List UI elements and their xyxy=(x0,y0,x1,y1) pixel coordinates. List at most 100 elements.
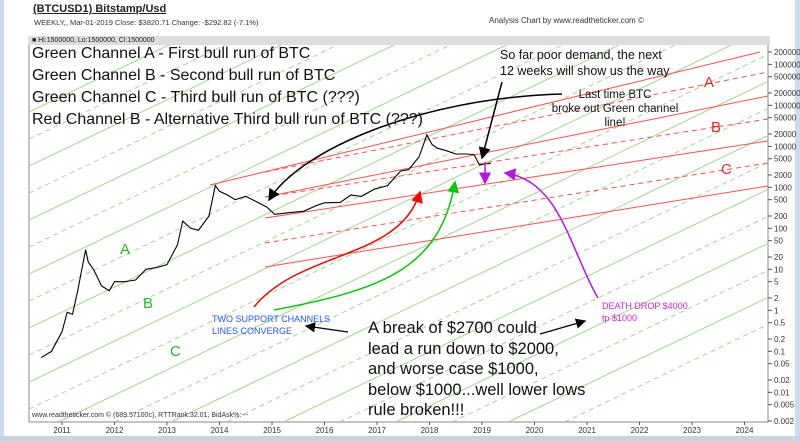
green-channel-line xyxy=(170,134,768,422)
x-tick-label: 2015 xyxy=(263,426,281,435)
y-tick-label: 500000 xyxy=(774,73,800,82)
note-red-b: Red Channel B - Alternative Third bull r… xyxy=(32,111,424,128)
red-channel-line xyxy=(264,185,768,268)
red-channel-line xyxy=(264,95,768,198)
green-channel-label-c: C xyxy=(170,343,181,360)
y-tick-label: 10000 xyxy=(774,142,797,151)
green-channel-line xyxy=(29,45,282,167)
y-tick-label: 500 xyxy=(774,196,788,205)
y-tick-label: 1000 xyxy=(774,183,792,192)
x-tick-label: 2017 xyxy=(368,426,386,435)
green-channel-line xyxy=(29,45,451,248)
y-axis-ticks: 2000000100000050000020000010000050000200… xyxy=(768,48,800,426)
y-tick-label: 5000 xyxy=(774,155,792,164)
annotation-line: broke out Green channel xyxy=(551,103,679,115)
annotation-line: A break of $2700 could xyxy=(368,319,537,337)
arrow-poor-demand xyxy=(478,81,503,160)
green-channel-line xyxy=(29,45,395,221)
x-tick-label: 2019 xyxy=(473,426,491,435)
note-green-b: Green Channel B - Second bull run of BTC xyxy=(32,67,336,84)
x-tick-label: 2023 xyxy=(683,426,701,435)
arrow-last-time xyxy=(268,93,563,202)
x-tick-label: 2022 xyxy=(631,426,649,435)
y-tick-label: 0.02 xyxy=(774,376,790,385)
annotation-line: lead a run down to $2000, xyxy=(368,339,559,358)
annotation-line: DEATH DROP $4000 xyxy=(602,301,688,311)
annotation-poor-demand: So far poor demand, the next 12 weeks wi… xyxy=(500,47,670,79)
y-tick-label: 2000 xyxy=(774,171,792,180)
green-channel-line xyxy=(508,296,768,422)
window-frame-left xyxy=(0,0,4,442)
y-tick-label: 0.05 xyxy=(774,360,790,369)
annotation-line: 12 weeks will show us the way xyxy=(500,64,670,78)
y-tick-label: 0.002 xyxy=(774,417,795,426)
green-channel-label-b: B xyxy=(143,295,154,312)
price-series xyxy=(40,133,491,359)
green-channel-line xyxy=(283,188,768,422)
window-frame-bottom xyxy=(0,436,800,442)
green-channel-line xyxy=(114,107,768,422)
red-channel-line xyxy=(264,71,768,173)
channel-lines xyxy=(29,45,768,422)
green-channel-line xyxy=(29,45,676,356)
x-tick-label: 2024 xyxy=(736,426,754,435)
green-channel-line xyxy=(339,215,768,422)
price-line xyxy=(40,133,491,359)
green-channel-line xyxy=(226,161,768,422)
annotation-line: rule broken!!! xyxy=(368,401,465,419)
arrow-death-drop xyxy=(503,168,599,299)
annotation-death-drop: DEATH DROP $4000 tp $1000 xyxy=(602,300,688,324)
annotation-line: So far poor demand, the next xyxy=(500,48,662,62)
annotation-line: and worse case $1000, xyxy=(368,360,539,378)
red-channel-line xyxy=(264,140,768,219)
annotation-last-time: Last time BTC broke out Green channel li… xyxy=(545,88,685,130)
chart-subtitle: WEEKLY,, Mar-01-2019 Close: $3820.71 Cha… xyxy=(34,18,259,27)
red-channel-line xyxy=(264,162,768,244)
y-tick-label: 20000 xyxy=(774,130,797,139)
y-tick-label: 100 xyxy=(774,224,788,233)
red-channel-label-c: C xyxy=(721,161,732,178)
arrow-green-support xyxy=(273,180,460,311)
annotation-break: A break of $2700 could lead a run down t… xyxy=(368,318,585,421)
note-green-c: Green Channel C - Third bull run of BTC … xyxy=(32,89,360,106)
y-tick-label: 1000000 xyxy=(774,60,800,69)
x-tick-label: 2018 xyxy=(421,426,439,435)
green-channel-line xyxy=(29,45,226,140)
annotation-support: TWO SUPPORT CHANNELS LINES CONVERGE xyxy=(212,313,330,337)
y-tick-label: 0.005 xyxy=(774,401,795,410)
red-channel-line xyxy=(264,118,768,198)
arrow-to-support xyxy=(304,322,349,333)
arrow-to-death xyxy=(539,318,587,335)
green-channel-label-a: A xyxy=(120,241,131,258)
y-tick-label: 2 xyxy=(774,294,779,303)
annotation-line: TWO SUPPORT CHANNELS xyxy=(212,314,331,324)
annotation-arrows xyxy=(253,81,599,335)
green-channel-line xyxy=(29,53,768,410)
y-tick-label: 2000000 xyxy=(774,48,800,57)
y-tick-label: 10 xyxy=(774,265,783,274)
x-tick-label: 2020 xyxy=(526,426,544,435)
x-tick-label: 2021 xyxy=(578,426,596,435)
x-axis-ticks: 2011 2012 2013 2014 2015 2016 2017 2018 2019 2020… xyxy=(53,422,754,435)
y-tick-label: 0.1 xyxy=(774,347,786,356)
x-tick-label: 2016 xyxy=(316,426,334,435)
note-green-a: Green Channel A - First bull run of BTC xyxy=(32,45,311,62)
red-channel-line xyxy=(209,51,761,186)
x-tick-label: 2013 xyxy=(158,426,176,435)
annotation-line: Last time BTC xyxy=(578,89,652,101)
y-tick-label: 0.2 xyxy=(774,335,786,344)
annotation-line: tp $1000 xyxy=(602,313,638,323)
chart-credit: Analysis Chart by www.readtheticker.com … xyxy=(489,16,644,25)
green-channel-line xyxy=(29,45,507,275)
red-channel-label-a: A xyxy=(704,74,715,91)
green-channel-line xyxy=(58,80,768,422)
annotation-line: below $1000...well lower lows xyxy=(368,380,586,399)
y-tick-label: 1 xyxy=(774,306,779,315)
chart-title[interactable]: (BTCUSD1) Bitstamp/Usd xyxy=(33,3,167,15)
y-tick-label: 20 xyxy=(774,253,783,262)
y-tick-label: 0.5 xyxy=(774,319,786,328)
y-tick-label: 200000 xyxy=(774,89,800,98)
y-tick-label: 0.01 xyxy=(774,388,790,397)
x-tick-label: 2011 xyxy=(53,426,71,435)
